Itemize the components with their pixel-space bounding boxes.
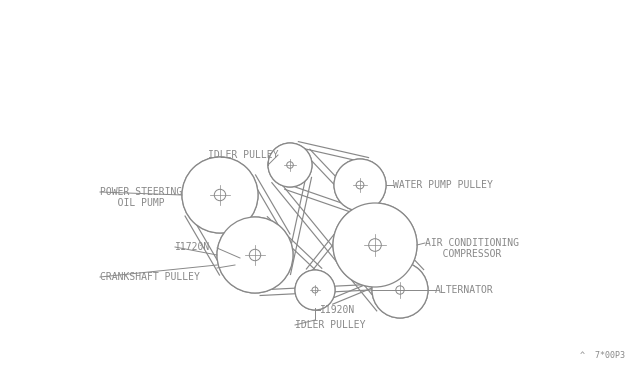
Circle shape [295, 270, 335, 310]
Circle shape [214, 189, 226, 201]
Circle shape [182, 157, 258, 233]
Circle shape [217, 217, 293, 293]
Text: ^  7*00P3: ^ 7*00P3 [580, 351, 625, 360]
Circle shape [333, 203, 417, 287]
Text: AIR CONDITIONING: AIR CONDITIONING [425, 238, 519, 248]
Circle shape [268, 143, 312, 187]
Circle shape [182, 157, 258, 233]
Circle shape [396, 286, 404, 294]
Circle shape [369, 239, 381, 251]
Circle shape [287, 162, 293, 168]
Text: I1920N: I1920N [320, 305, 355, 315]
Text: WATER PUMP PULLEY: WATER PUMP PULLEY [393, 180, 493, 190]
Circle shape [268, 143, 312, 187]
Circle shape [333, 203, 417, 287]
Circle shape [312, 287, 318, 293]
Text: I1720N: I1720N [175, 242, 211, 252]
Circle shape [250, 249, 260, 261]
Circle shape [372, 262, 428, 318]
Text: OIL PUMP: OIL PUMP [100, 198, 164, 208]
Circle shape [334, 159, 386, 211]
Text: COMPRESSOR: COMPRESSOR [425, 249, 501, 259]
Circle shape [334, 159, 386, 211]
Circle shape [312, 287, 318, 293]
Text: IDLER PULLEY: IDLER PULLEY [207, 150, 278, 160]
Circle shape [250, 249, 260, 261]
Text: IDLER PULLEY: IDLER PULLEY [295, 320, 365, 330]
Circle shape [369, 239, 381, 251]
Circle shape [356, 181, 364, 189]
Circle shape [217, 217, 293, 293]
Circle shape [372, 262, 428, 318]
Circle shape [214, 189, 226, 201]
Circle shape [396, 286, 404, 294]
Text: CRANKSHAFT PULLEY: CRANKSHAFT PULLEY [100, 272, 200, 282]
Text: ALTERNATOR: ALTERNATOR [435, 285, 493, 295]
Circle shape [356, 181, 364, 189]
Circle shape [287, 162, 293, 168]
Text: POWER STEERING: POWER STEERING [100, 187, 182, 197]
Circle shape [295, 270, 335, 310]
